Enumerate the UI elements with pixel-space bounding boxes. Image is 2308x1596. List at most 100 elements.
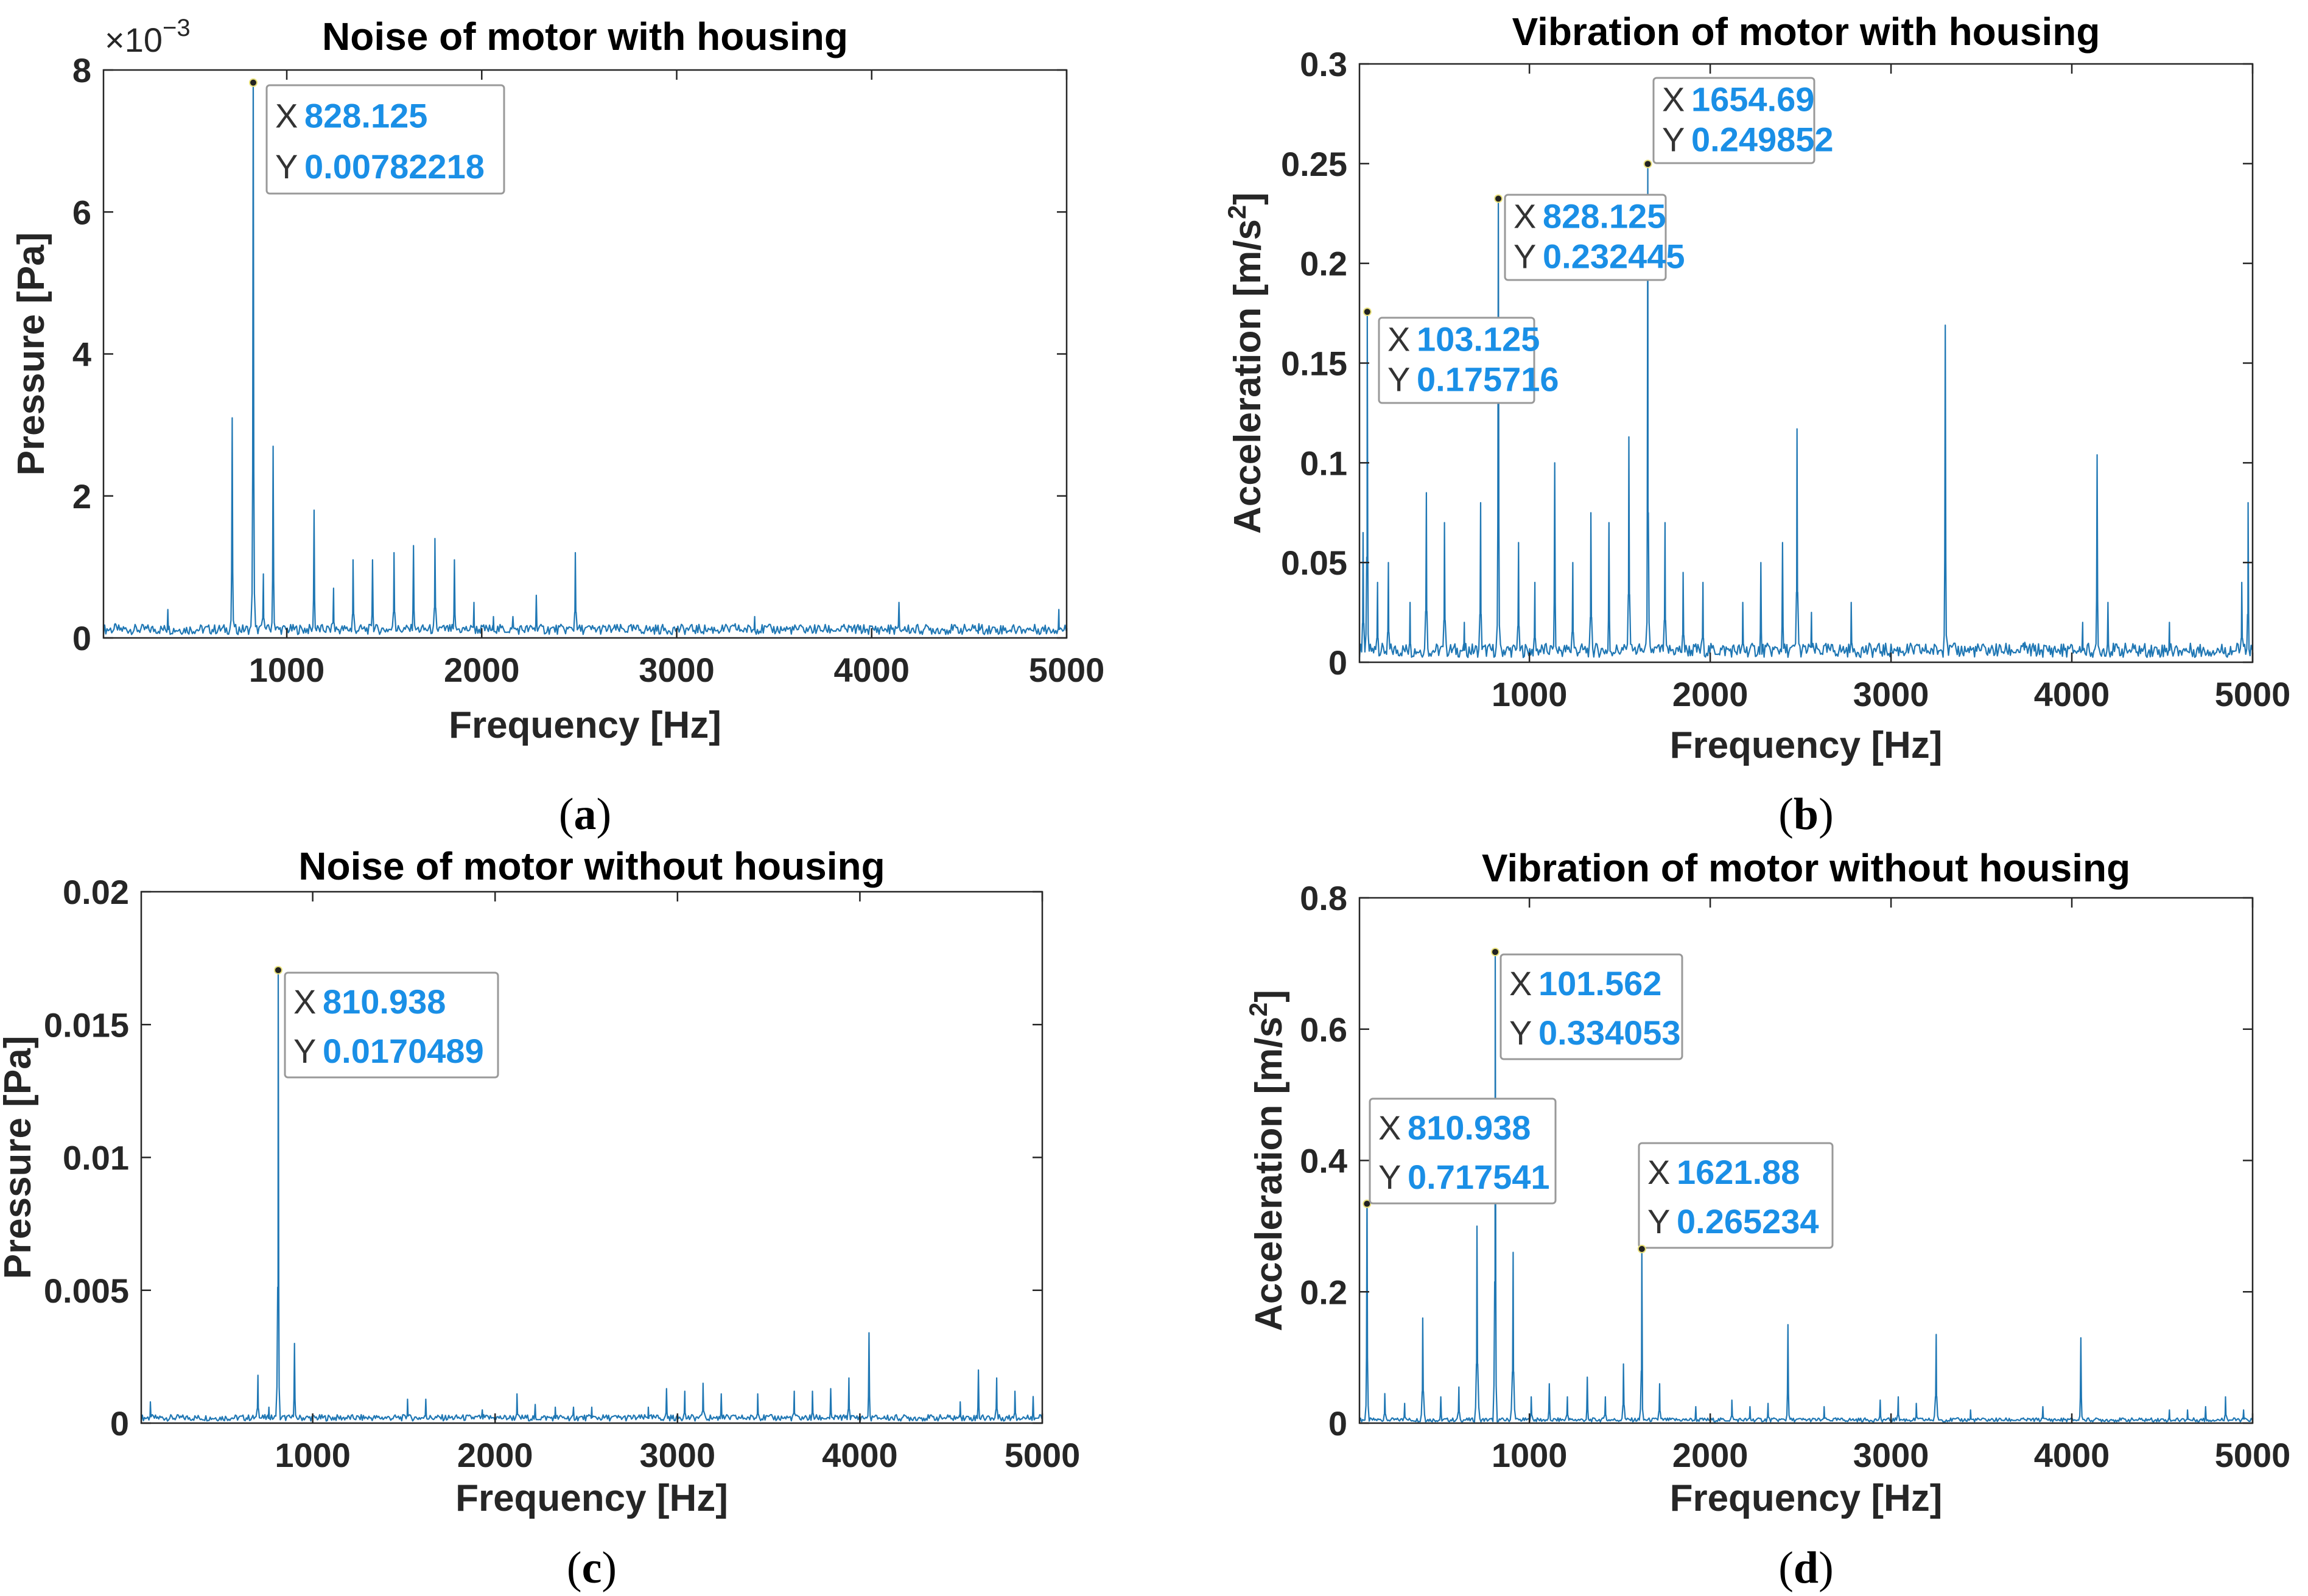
datatip-x-key: X — [293, 982, 316, 1021]
datatip-x-key: X — [275, 96, 298, 135]
y-axis-label: Acceleration [m/s2] — [1244, 990, 1290, 1331]
y-tick-label: 0.01 — [63, 1139, 129, 1177]
y-tick-label: 0 — [72, 619, 91, 657]
datatip-y-value: 0.232445 — [1543, 237, 1685, 275]
y-axis-label: Pressure [Pa] — [10, 233, 52, 476]
y-tick-label: 2 — [72, 477, 91, 516]
datatip: X 1654.69Y 0.249852 — [1643, 77, 1834, 169]
y-axis-label-sup: 2 — [1222, 205, 1251, 219]
y-axis-label-sup: 2 — [1244, 1003, 1272, 1017]
datatip-x-value: 1621.88 — [1677, 1153, 1800, 1191]
y-tick-label: 0.4 — [1300, 1142, 1347, 1180]
datatip-y-key: Y — [1387, 360, 1410, 398]
datatip-box — [1504, 194, 1667, 281]
datatip-y-value: 0.175716 — [1417, 360, 1559, 398]
x-tick-label: 1000 — [275, 1436, 351, 1474]
datatip-x-value: 828.125 — [304, 96, 427, 135]
caption-open: ( — [567, 1543, 582, 1593]
x-tick-label: 3000 — [640, 1436, 716, 1474]
datatip-x-key: X — [1662, 80, 1685, 119]
datatip-y-key: Y — [1647, 1202, 1670, 1241]
caption-letter: c — [582, 1543, 602, 1593]
datatip-y-value: 0.265234 — [1677, 1202, 1819, 1241]
caption-close: ) — [1819, 789, 1834, 839]
datatip-x-key: X — [1387, 320, 1410, 359]
x-tick-label: 4000 — [2034, 675, 2110, 713]
x-tick-label: 5000 — [2215, 1436, 2291, 1474]
x-tick-label: 5000 — [1005, 1436, 1081, 1474]
datatip-x-value: 101.562 — [1538, 964, 1661, 1003]
datatip-y-key: Y — [1514, 237, 1536, 275]
y-exponent-power: −3 — [163, 15, 191, 41]
x-tick-label: 2000 — [1672, 675, 1749, 713]
y-tick-label: 0.3 — [1300, 45, 1347, 83]
spectrum-line — [1358, 951, 2253, 1423]
datatip-marker — [273, 965, 282, 975]
y-tick-label: 0.2 — [1300, 245, 1347, 283]
datatip-marker — [1491, 947, 1500, 956]
chart-title: Noise of motor with housing — [322, 15, 848, 58]
datatip-y-value: 0.717541 — [1408, 1158, 1550, 1196]
x-tick-label: 1000 — [249, 651, 325, 689]
datatip-x-value: 810.938 — [1408, 1108, 1531, 1147]
panel-c: Noise of motor without housing 1000 2000 30… — [0, 844, 1080, 1593]
x-tick-label: 3000 — [1853, 675, 1929, 713]
y-axis-label-end: ] — [1227, 192, 1269, 205]
y-tick-label: 0.15 — [1281, 345, 1347, 383]
datatip-y-value: 0.334053 — [1538, 1013, 1681, 1052]
datatip: X 1621.88Y 0.265234 — [1637, 1142, 1834, 1253]
datatip-y-key: Y — [1662, 120, 1685, 158]
y-tick-label: 4 — [72, 335, 91, 374]
caption-close: ) — [1819, 1543, 1834, 1593]
x-tick-label: 1000 — [1492, 1436, 1568, 1474]
datatip-x-key: X — [1378, 1108, 1401, 1147]
y-tick-label: 6 — [72, 193, 91, 231]
y-tick-label: 0 — [1328, 643, 1347, 682]
x-tick-label: 5000 — [1029, 651, 1105, 689]
spectrum-line — [102, 82, 1067, 635]
datatip-y-key: Y — [1378, 1158, 1401, 1196]
datatip-x-value: 1654.69 — [1691, 80, 1814, 119]
y-tick-label: 0.05 — [1281, 544, 1347, 582]
chart-title: Noise of motor without housing — [298, 844, 885, 888]
datatip-marker — [1363, 307, 1372, 317]
panel-b: Vibration of motor with housing 1000 2000 3… — [1222, 10, 2290, 839]
spectrum-line — [140, 969, 1043, 1422]
x-tick-label: 2000 — [457, 1436, 533, 1474]
chart-title: Vibration of motor without housing — [1482, 846, 2130, 890]
datatip-x-key: X — [1509, 964, 1532, 1003]
datatip-y-key: Y — [1509, 1013, 1532, 1052]
y-axis-label: Acceleration [m/s2] — [1222, 192, 1269, 534]
x-tick-label: 4000 — [2034, 1436, 2110, 1474]
caption-open: ( — [1778, 789, 1794, 839]
panel-d: Vibration of motor without housing 1000 2 0… — [1244, 846, 2290, 1593]
datatip-box — [1652, 77, 1815, 164]
x-tick-label: 2000 — [444, 651, 520, 689]
caption-open: ( — [559, 789, 574, 839]
caption-close: ) — [602, 1543, 617, 1593]
datatip-y-value: 0.00782218 — [304, 147, 485, 186]
y-tick-label: 0.25 — [1281, 145, 1347, 183]
y-tick-label: 0.005 — [44, 1272, 129, 1310]
panel-caption: (b) — [1778, 789, 1833, 839]
y-tick-label: 0.1 — [1300, 444, 1347, 482]
datatip-marker — [248, 78, 258, 87]
datatip-box — [1378, 317, 1535, 404]
datatip-x-key: X — [1514, 197, 1536, 236]
y-tick-label: 8 — [72, 51, 91, 89]
datatip-box — [284, 971, 499, 1079]
caption-close: ) — [597, 789, 612, 839]
datatip-marker — [1637, 1244, 1646, 1253]
x-tick-label: 4000 — [833, 651, 910, 689]
datatip-box — [1499, 953, 1683, 1060]
y-tick-label: 0.02 — [63, 873, 129, 911]
datatip-marker — [1363, 1199, 1372, 1208]
caption-letter: a — [574, 789, 597, 839]
datatip-x-value: 810.938 — [323, 982, 446, 1021]
datatip-x-value: 828.125 — [1543, 197, 1666, 236]
